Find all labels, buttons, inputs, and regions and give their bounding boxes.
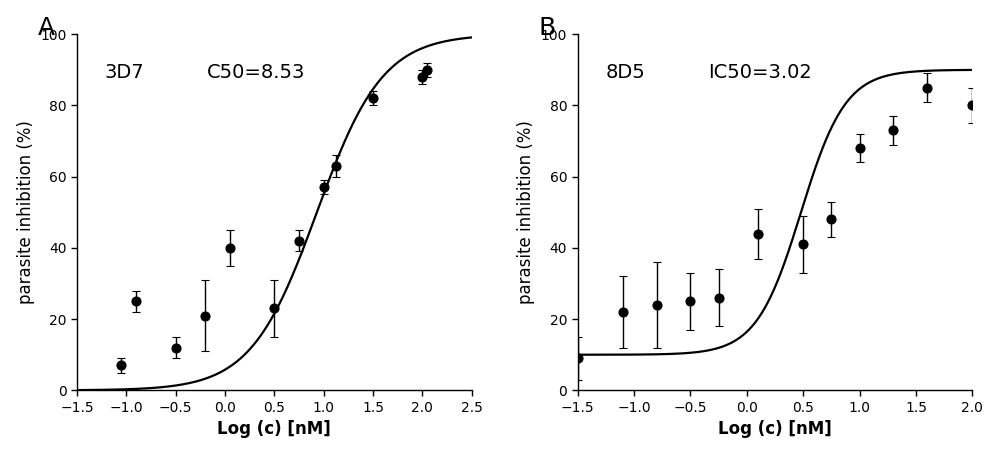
Text: IC50=3.02: IC50=3.02 [708,63,812,82]
Text: 3D7: 3D7 [105,63,144,82]
Y-axis label: parasite inhibition (%): parasite inhibition (%) [517,120,535,304]
X-axis label: Log (c) [nM]: Log (c) [nM] [718,420,832,438]
Text: 8D5: 8D5 [605,63,645,82]
Y-axis label: parasite inhibition (%): parasite inhibition (%) [17,120,35,304]
X-axis label: Log (c) [nM]: Log (c) [nM] [217,420,331,438]
Text: C50=8.53: C50=8.53 [207,63,306,82]
Text: A: A [38,16,55,40]
Text: B: B [538,16,555,40]
